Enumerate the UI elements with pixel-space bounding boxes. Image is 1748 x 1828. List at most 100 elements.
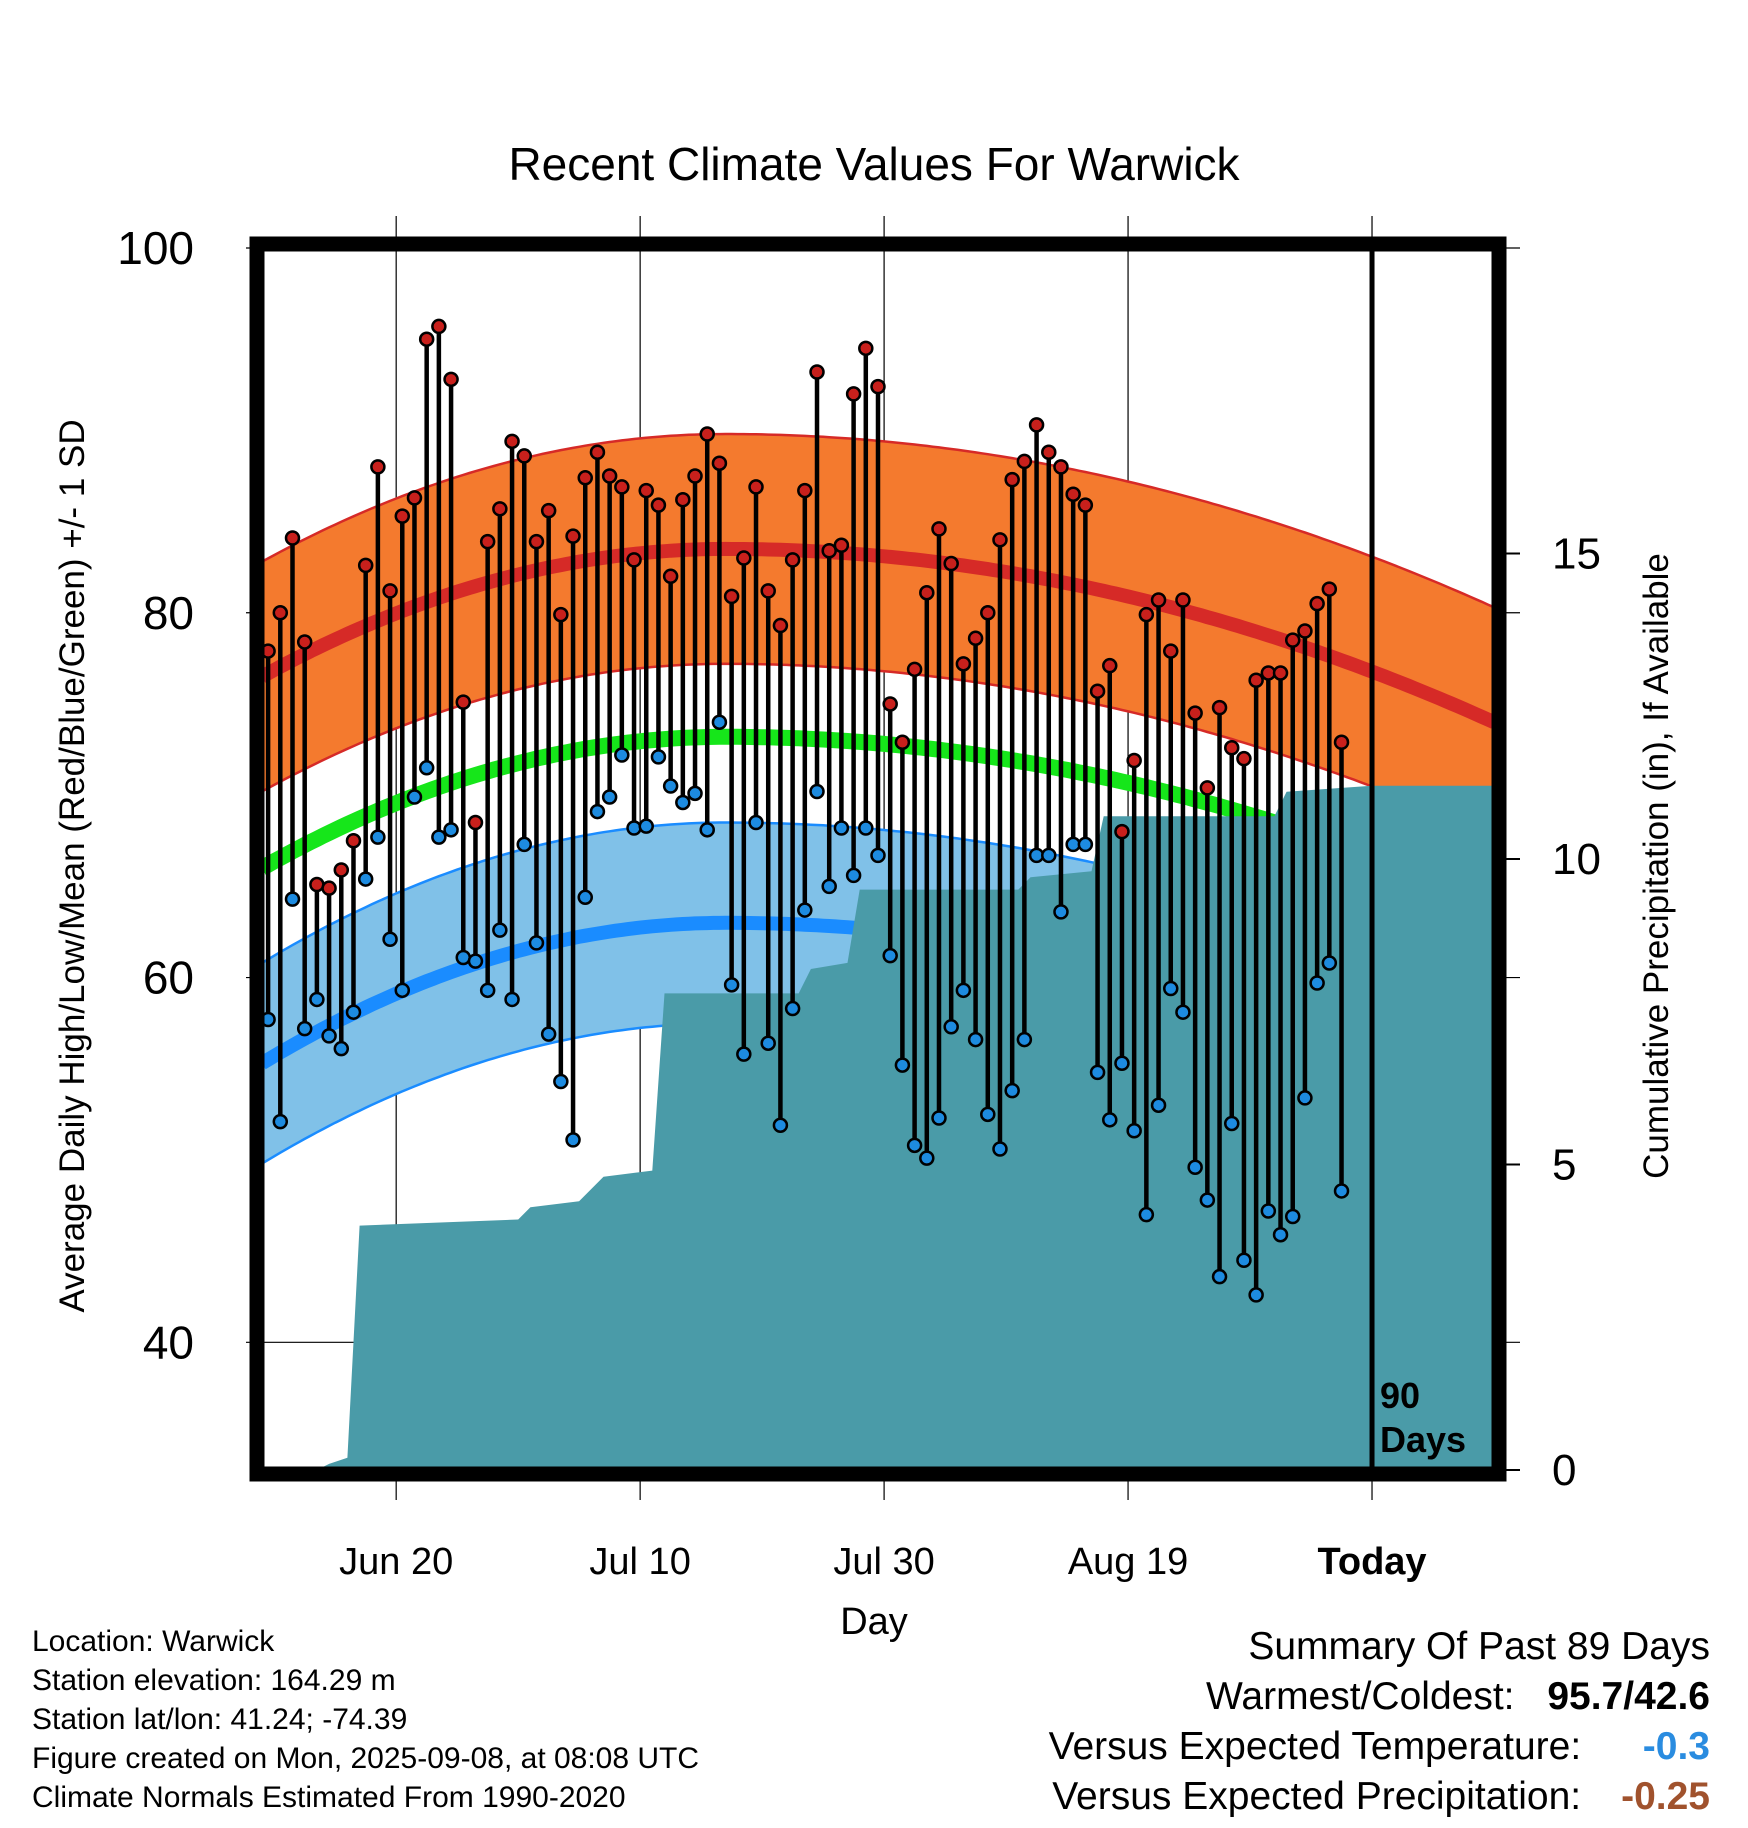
high-temp-point (882, 696, 898, 712)
low-temp-point (1309, 975, 1325, 991)
station-info: Location: Warwick Station elevation: 164… (32, 1622, 699, 1817)
high-temp-point (1041, 444, 1057, 461)
low-temp-point (784, 1000, 801, 1017)
high-temp-point (870, 378, 886, 395)
low-temp-point (723, 977, 740, 993)
y-tick-label: 80 (143, 587, 194, 639)
high-temp-point (553, 606, 569, 623)
low-temp-point (1272, 1226, 1289, 1243)
high-temp-point (1126, 752, 1142, 769)
high-temp-point (833, 537, 850, 554)
high-temp-point (479, 533, 496, 550)
low-temp-point (943, 1019, 959, 1035)
high-temp-point (650, 497, 667, 513)
low-temp-point (1248, 1287, 1264, 1303)
low-temp-point (736, 1046, 752, 1062)
high-temp-point (992, 532, 1008, 548)
low-temp-point (687, 785, 703, 802)
high-temp-point (1077, 497, 1094, 513)
high-temp-point (370, 459, 386, 475)
low-temp-point (382, 931, 398, 948)
low-temp-point (1260, 1203, 1277, 1219)
high-temp-point (601, 468, 618, 484)
low-temp-point (699, 822, 715, 838)
high-temp-point (1236, 750, 1252, 767)
x-tick-label: Jul 10 (589, 1541, 690, 1583)
high-temp-point (321, 880, 337, 896)
low-temp-point (1004, 1082, 1020, 1099)
high-temp-point (565, 528, 581, 544)
high-temp-point (504, 433, 520, 450)
summary-temp-label: Versus Expected Temperature: (1048, 1725, 1582, 1768)
high-temp-point (919, 584, 935, 601)
high-temp-point (1028, 417, 1045, 433)
low-temp-point (1175, 1004, 1191, 1020)
high-temp-point (577, 470, 593, 486)
high-temp-point (1199, 780, 1216, 796)
low-temp-point (1126, 1123, 1142, 1139)
low-temp-point (882, 947, 898, 964)
y-tick-label: 100 (117, 222, 194, 274)
low-temp-point (845, 867, 862, 884)
high-temp-point (858, 340, 874, 357)
summary-temp-row: Versus Expected Temperature: -0.3 (1049, 1722, 1710, 1772)
daily-points (260, 318, 1350, 1303)
low-temp-point (467, 953, 484, 969)
high-temp-point (345, 833, 362, 849)
info-latlon: Station lat/lon: 41.24; -74.39 (32, 1703, 408, 1736)
x-tick-label: Aug 19 (1068, 1541, 1188, 1583)
precip-area (262, 785, 1494, 1470)
low-temp-point (553, 1073, 569, 1090)
low-temp-point (675, 794, 691, 811)
high-temp-point (1211, 699, 1228, 716)
y2-tick-label: 0 (1552, 1446, 1576, 1495)
high-temp-point (1223, 739, 1240, 756)
low-temp-point (955, 982, 972, 999)
high-temp-point (1297, 623, 1313, 639)
low-temp-point (919, 1150, 935, 1166)
low-temp-point (528, 935, 545, 951)
low-temp-point (504, 991, 520, 1008)
low-temp-point (748, 814, 764, 831)
low-temp-point (272, 1113, 289, 1130)
high-temp-point (1053, 459, 1069, 475)
high-temp-point (1272, 665, 1289, 681)
high-temp-point (1309, 595, 1325, 612)
high-temp-point (455, 694, 472, 710)
low-temp-point (858, 820, 874, 836)
high-temp-point (1248, 672, 1264, 689)
high-temp-point (284, 530, 301, 546)
high-temp-point (296, 634, 313, 650)
low-temp-point (614, 747, 630, 763)
high-temp-point (431, 318, 447, 335)
high-temp-point (272, 605, 289, 621)
low-temp-point (906, 1137, 923, 1154)
low-temp-point (1284, 1208, 1301, 1225)
low-temp-point (431, 829, 447, 845)
low-temp-point (760, 1035, 776, 1051)
y-tick-label: 40 (143, 1316, 194, 1368)
low-temp-point (296, 1020, 313, 1037)
high-temp-point (540, 502, 557, 519)
low-temp-point (638, 818, 654, 834)
high-temp-point (723, 588, 740, 605)
y2-tick-label: 15 (1552, 530, 1601, 579)
low-temp-point (931, 1110, 947, 1126)
high-temp-point (821, 543, 837, 559)
high-temp-point (845, 386, 862, 402)
precip-cumulative-area (262, 785, 1494, 1470)
low-temp-point (492, 922, 508, 938)
summary-warmest-value: 95.7/42.6 (1547, 1675, 1710, 1718)
low-temp-point (418, 760, 435, 776)
high-temp-point (797, 482, 813, 499)
y-axis-label: Average Daily High/Low/Mean (Red/Blue/Gr… (53, 419, 92, 1312)
low-temp-point (1187, 1159, 1203, 1175)
high-temp-point (772, 617, 789, 634)
high-temp-point (675, 491, 691, 508)
high-temp-point (357, 557, 374, 574)
low-temp-point (1333, 1183, 1350, 1199)
low-temp-point (394, 982, 411, 999)
high-temp-point (528, 533, 545, 550)
low-temp-point (1016, 1031, 1033, 1048)
y2-tick-label: 10 (1552, 835, 1601, 884)
